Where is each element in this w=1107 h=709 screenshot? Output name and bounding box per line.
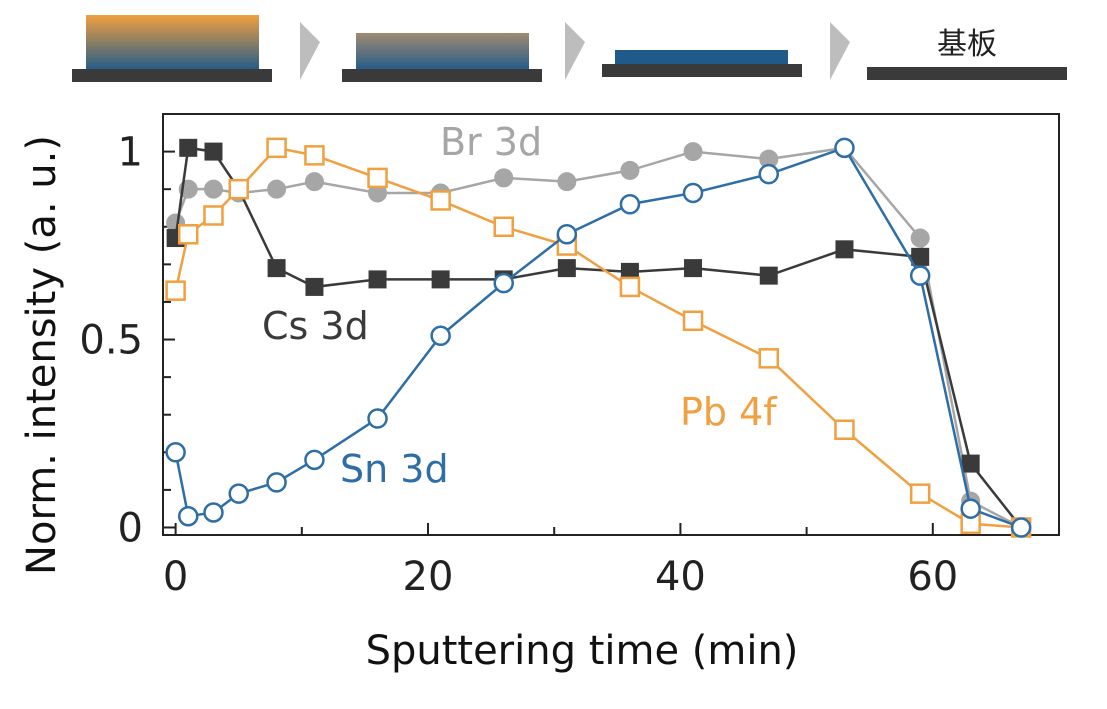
data-point <box>266 472 287 493</box>
series-label-pb: Pb 4f <box>680 390 778 434</box>
axis-ticks: 0 20 40 60 0 0.5 1 <box>79 130 1060 600</box>
data-point <box>305 277 324 296</box>
data-point <box>430 190 451 211</box>
data-point <box>267 259 286 278</box>
data-point <box>556 224 578 245</box>
data-point <box>619 276 641 298</box>
data-point <box>304 449 325 471</box>
data-point <box>493 272 514 294</box>
substrate-2 <box>342 69 542 82</box>
series-pb-4f <box>165 137 1032 538</box>
data-point <box>203 502 224 523</box>
x-tick-label: 60 <box>907 554 958 600</box>
data-point <box>228 483 249 504</box>
data-point <box>228 178 249 200</box>
arrow-right-icon <box>300 22 320 80</box>
data-point <box>683 142 703 162</box>
data-point <box>758 163 779 185</box>
series-label-sn: Sn 3d <box>340 447 449 491</box>
y-tick-label: 0.5 <box>79 318 143 364</box>
data-point <box>267 179 287 199</box>
data-point <box>165 280 186 301</box>
data-point <box>177 505 199 527</box>
data-point <box>266 137 287 159</box>
data-point <box>203 205 224 226</box>
film-layer-1 <box>86 15 259 71</box>
data-point <box>909 483 931 504</box>
data-point <box>203 179 223 199</box>
data-point <box>304 172 324 192</box>
y-axis-title: Norm. intensity (a. u.) <box>19 135 65 575</box>
x-tick-label: 20 <box>403 554 454 600</box>
film-layer-2 <box>356 33 529 71</box>
plot-frame <box>162 113 1060 536</box>
series-sn-3d <box>165 137 1032 538</box>
y-tick-label: 0 <box>118 505 143 551</box>
data-point <box>179 138 198 157</box>
data-point <box>961 454 980 473</box>
data-point <box>682 182 704 204</box>
data-point <box>557 172 577 192</box>
substrate-4 <box>867 67 1067 80</box>
x-tick-label: 0 <box>163 554 188 600</box>
data-point <box>557 259 576 278</box>
arrow-right-icon <box>565 22 585 80</box>
data-point <box>759 266 778 285</box>
data-point <box>165 442 186 463</box>
data-point <box>368 270 387 289</box>
data-point <box>620 160 640 180</box>
data-point <box>684 259 703 278</box>
data-point <box>758 348 779 369</box>
series-layer <box>165 137 1032 538</box>
data-point <box>367 408 388 429</box>
data-point <box>911 247 930 266</box>
data-point <box>620 262 639 281</box>
data-point <box>431 270 450 289</box>
data-point <box>834 137 855 159</box>
data-point <box>960 498 981 519</box>
series-label-cs: Cs 3d <box>262 304 369 348</box>
film-layer-3 <box>615 50 788 66</box>
data-point <box>367 167 388 189</box>
x-axis-title: Sputtering time (min) <box>366 628 799 674</box>
data-point <box>494 168 514 188</box>
y-tick-label: 1 <box>118 130 143 176</box>
data-point <box>177 224 199 245</box>
data-point <box>619 193 641 215</box>
data-point <box>682 310 704 331</box>
substrate-3 <box>602 64 802 77</box>
data-point <box>909 265 931 286</box>
sputter-schematic: 基板 <box>72 15 1067 82</box>
data-point <box>834 419 855 440</box>
data-point <box>304 145 325 166</box>
data-point <box>204 142 223 161</box>
data-point <box>493 216 514 238</box>
arrow-right-icon <box>830 22 850 80</box>
series-label-br: Br 3d <box>440 120 542 164</box>
substrate-1 <box>72 69 272 82</box>
data-point <box>910 228 930 248</box>
data-point <box>835 240 854 259</box>
data-point <box>1010 517 1032 538</box>
substrate-label: 基板 <box>937 27 997 62</box>
data-point <box>430 325 451 347</box>
x-tick-label: 40 <box>655 554 706 600</box>
